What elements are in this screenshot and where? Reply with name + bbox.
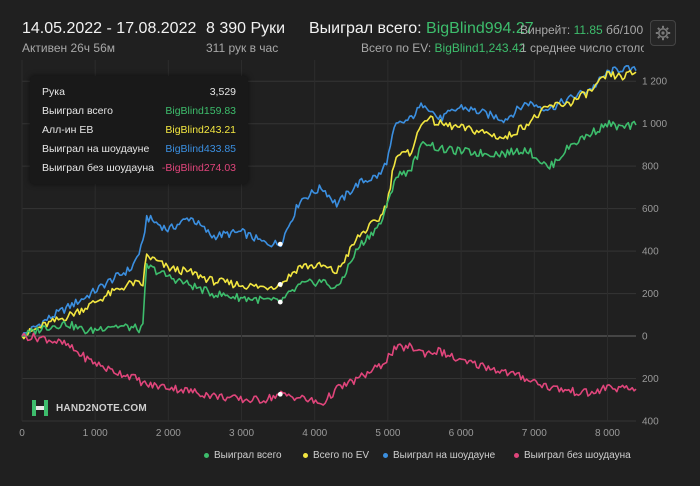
x-tick-label: 5 000 (375, 428, 400, 439)
legend-label: Выиграл всего (214, 450, 282, 461)
series-line (21, 332, 637, 406)
x-tick-label: 1 000 (83, 428, 108, 439)
gear-icon (655, 25, 671, 41)
legend-label: Выиграл без шоудауна (524, 450, 631, 461)
y-tick-label: 400 (642, 417, 659, 428)
legend-item-showdown[interactable]: Выиграл на шоудауне (383, 450, 495, 461)
legend-label: Выиграл на шоудауне (393, 450, 496, 461)
legend-item-non-showdown[interactable]: Выиграл без шоудауна (514, 450, 631, 461)
hover-tooltip: Рука 3,529 Выиграл всего BigBlind159.83 … (30, 76, 248, 184)
legend-label: Всего по EV (313, 450, 370, 461)
legend-item-won-total[interactable]: Выиграл всего (204, 450, 282, 461)
ev-value: BigBlind1,243.42 (434, 41, 526, 55)
avg-tables: 1 среднее число столов (520, 41, 644, 55)
tooltip-row-non-showdown: Выиграл без шоудауна -BigBlind274.03 (42, 162, 236, 178)
tooltip-label: Выиграл всего (42, 105, 113, 117)
y-tick-label: 1 200 (642, 77, 667, 88)
legend-item-ev[interactable]: Всего по EV (303, 450, 369, 461)
x-tick-label: 7 000 (522, 428, 547, 439)
y-tick-label: 1 000 (642, 119, 667, 130)
tooltip-label: Выиграл на шоудауне (42, 143, 150, 155)
won-total-label: Выиграл всего: (309, 20, 422, 37)
tooltip-value: -BigBlind274.03 (161, 162, 236, 174)
hover-point (277, 299, 283, 305)
winrate-label: Винрейт: (520, 23, 571, 37)
x-tick-label: 4 000 (302, 428, 327, 439)
tooltip-row-allin-ev: Алл-ин EB BigBlind243.21 (42, 124, 236, 140)
x-tick-label: 6 000 (449, 428, 474, 439)
x-tick-label: 3 000 (229, 428, 254, 439)
hands-count: 8 390 Руки (206, 20, 286, 37)
tooltip-value: 3,529 (209, 86, 236, 98)
y-tick-label: 200 (642, 289, 659, 300)
settings-button[interactable] (650, 20, 676, 46)
tooltip-value: BigBlind243.21 (165, 124, 236, 136)
x-tick-label: 0 (19, 428, 25, 439)
hands-per-hour: 311 рук в час (206, 41, 279, 55)
watermark: HAND2NOTE.COM (30, 398, 147, 418)
series-line (21, 119, 637, 338)
legend-dot (204, 452, 209, 458)
won-total-value: BigBlind994.27 (426, 20, 534, 37)
hand2note-logo-icon (32, 400, 48, 416)
y-tick-label: 0 (642, 332, 648, 343)
series-line (21, 65, 637, 337)
active-time: Активен 26ч 56м (22, 41, 115, 55)
won-total-stat: Выиграл всего: BigBlind994.27 (309, 20, 534, 38)
date-range: 14.05.2022 - 17.08.2022 (22, 20, 197, 37)
hover-point (277, 282, 283, 287)
legend-dot (514, 452, 519, 458)
series-line (21, 69, 637, 340)
winrate-stat: Винрейт: 11.85 бб/100 (520, 23, 643, 37)
tooltip-value: BigBlind159.83 (165, 105, 236, 117)
tooltip-label: Рука (42, 86, 65, 98)
winrate-suffix: бб/100 (606, 23, 644, 37)
chart-axes: 1 200 1 000 800 600 400 200 0 200 400 0 1 000 2 000… (19, 77, 667, 439)
hover-point (277, 391, 283, 397)
winrate-value: 11.85 (573, 23, 603, 37)
hover-point (277, 241, 283, 247)
hover-markers (277, 241, 283, 397)
x-tick-label: 8 000 (595, 428, 620, 439)
tooltip-value: BigBlind433.85 (165, 143, 236, 155)
ev-stat: Всего по EV: BigBlind1,243.42 (361, 41, 525, 55)
chart-legend: Выиграл всего Всего по EV Выиграл на шоу… (0, 450, 700, 466)
y-tick-label: 200 (642, 374, 659, 385)
watermark-text: HAND2NOTE.COM (56, 402, 147, 414)
x-tick-label: 2 000 (156, 428, 181, 439)
y-tick-label: 800 (642, 162, 659, 173)
legend-dot (383, 452, 388, 458)
chart-series (21, 65, 637, 406)
tooltip-row-hand: Рука 3,529 (42, 86, 236, 102)
y-tick-label: 600 (642, 204, 659, 215)
y-tick-label: 400 (642, 247, 659, 258)
tooltip-label: Алл-ин EB (42, 124, 94, 136)
tooltip-label: Выиграл без шоудауна (42, 162, 154, 174)
legend-dot (303, 452, 308, 458)
ev-label: Всего по EV: (361, 41, 432, 55)
tooltip-row-showdown: Выиграл на шоудауне BigBlind433.85 (42, 143, 236, 159)
tooltip-row-won-total: Выиграл всего BigBlind159.83 (42, 105, 236, 121)
